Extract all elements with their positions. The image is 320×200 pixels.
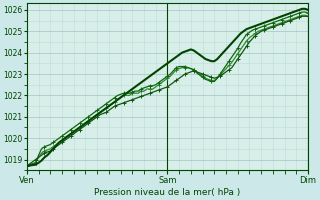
X-axis label: Pression niveau de la mer( hPa ): Pression niveau de la mer( hPa )	[94, 188, 241, 197]
